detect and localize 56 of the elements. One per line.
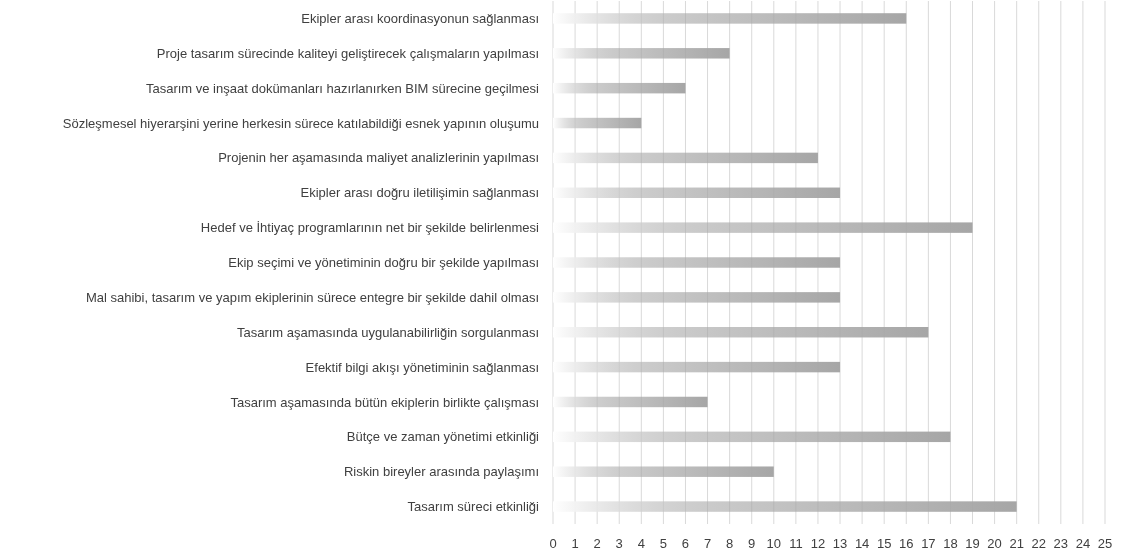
x-tick-label: 4 [637, 536, 645, 551]
x-tick-label: 15 [876, 536, 892, 551]
bar [553, 361, 841, 373]
x-tick-label: 7 [703, 536, 712, 551]
y-tick-label: Efektif bilgi akışı yönetiminin sağlanması [305, 359, 539, 375]
x-tick-label: 24 [1075, 536, 1091, 551]
x-tick-label: 2 [593, 536, 601, 551]
y-tick-label: Proje tasarım sürecinde kaliteyi geliştirecek çalışmaların yapılması [156, 45, 539, 61]
bar [553, 48, 730, 59]
bar [553, 327, 929, 338]
bar [553, 222, 973, 233]
bar [553, 466, 774, 477]
y-tick-label: Tasarım ve inşaat dokümanları hazırlanırken BIM sürecine geçilmesi [145, 80, 540, 96]
x-tick-label: 1 [571, 536, 579, 551]
x-tick-label: 6 [681, 536, 690, 551]
x-tick-label: 22 [1031, 536, 1046, 551]
x-tick-label: 9 [748, 536, 756, 551]
x-tick-label: 17 [921, 536, 936, 551]
x-tick-label: 21 [1009, 536, 1024, 551]
x-tick-label: 0 [549, 536, 557, 551]
x-tick-label: 19 [965, 536, 980, 551]
x-tick-label: 18 [943, 536, 958, 551]
bar [553, 187, 841, 198]
bar [553, 117, 642, 129]
y-tick-label: Sözleşmesel hiyerarşini yerine herkesin sürece katılabildiği esnek yapının oluşumu [62, 115, 539, 131]
y-tick-label: Riskin bireyler arasında paylaşımı [343, 464, 539, 480]
x-tick-label: 14 [854, 536, 870, 551]
bar [553, 257, 841, 268]
x-tick-label: 8 [726, 536, 734, 551]
x-tick-label: 13 [832, 536, 848, 551]
bar [553, 152, 818, 164]
y-tick-label: Hedef ve İhtiyaç programlarının net bir şekilde belirlenmesi [200, 220, 540, 236]
bar [553, 292, 841, 303]
bar [553, 396, 708, 408]
x-tick-label: 23 [1053, 536, 1069, 551]
y-tick-label: Mal sahibi, tasarım ve yapım ekiplerinin sürece entegre bir şekilde dahil olması [85, 289, 539, 305]
bar [553, 431, 951, 443]
bar [553, 82, 686, 94]
y-tick-label: Ekipler arası koordinasyonun sağlanması [301, 10, 539, 26]
x-tick-label: 16 [899, 536, 914, 551]
bar [553, 501, 1017, 512]
x-tick-label: 12 [810, 536, 826, 551]
y-tick-label: Bütçe ve zaman yönetimi etkinliği [346, 429, 540, 445]
x-tick-label: 20 [987, 536, 1002, 551]
y-tick-label: Ekip seçimi ve yönetiminin doğru bir şekilde yapılması [228, 255, 539, 271]
x-tick-label: 11 [789, 536, 803, 551]
x-tick-label: 3 [615, 536, 623, 551]
x-tick-label: 25 [1097, 536, 1113, 551]
y-tick-label: Ekipler arası doğru iletilişimin sağlanması [300, 185, 539, 201]
x-tick-label: 5 [659, 536, 668, 551]
y-tick-label: Projenin her aşamasında maliyet analizlerinin yapılması [218, 150, 539, 166]
y-tick-label: Tasarım aşamasında bütün ekiplerin birlikte çalışması [230, 394, 539, 410]
bar [553, 13, 907, 24]
y-tick-label: Tasarım süreci etkinliği [407, 499, 540, 515]
x-tick-label: 10 [766, 536, 782, 551]
y-tick-label: Tasarım aşamasında uygulanabilirliğin sorgulanması [236, 324, 539, 340]
